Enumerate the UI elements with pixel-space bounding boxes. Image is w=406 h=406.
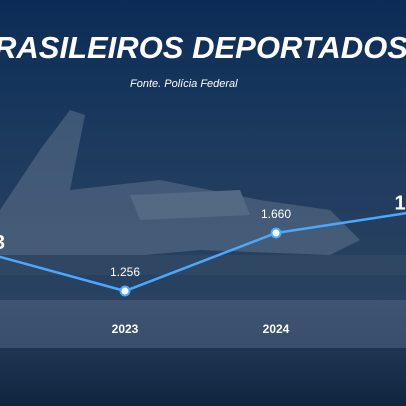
chart-title: RASILEIROS DEPORTADOS (0, 30, 406, 65)
x-tick-label: 2023 (112, 322, 139, 336)
data-point (119, 285, 131, 297)
value-label: 1.660 (261, 207, 291, 221)
x-tick-label: 2024 (263, 322, 290, 336)
background-plane (0, 110, 406, 275)
data-point (270, 227, 282, 239)
chart-subtitle: Fonte. Polícia Federal (130, 78, 238, 90)
value-label: 1.256 (110, 265, 140, 279)
value-label: 3 (0, 232, 5, 254)
data-line (0, 211, 406, 293)
axis-band (0, 300, 406, 348)
value-label: 1 (394, 192, 405, 214)
